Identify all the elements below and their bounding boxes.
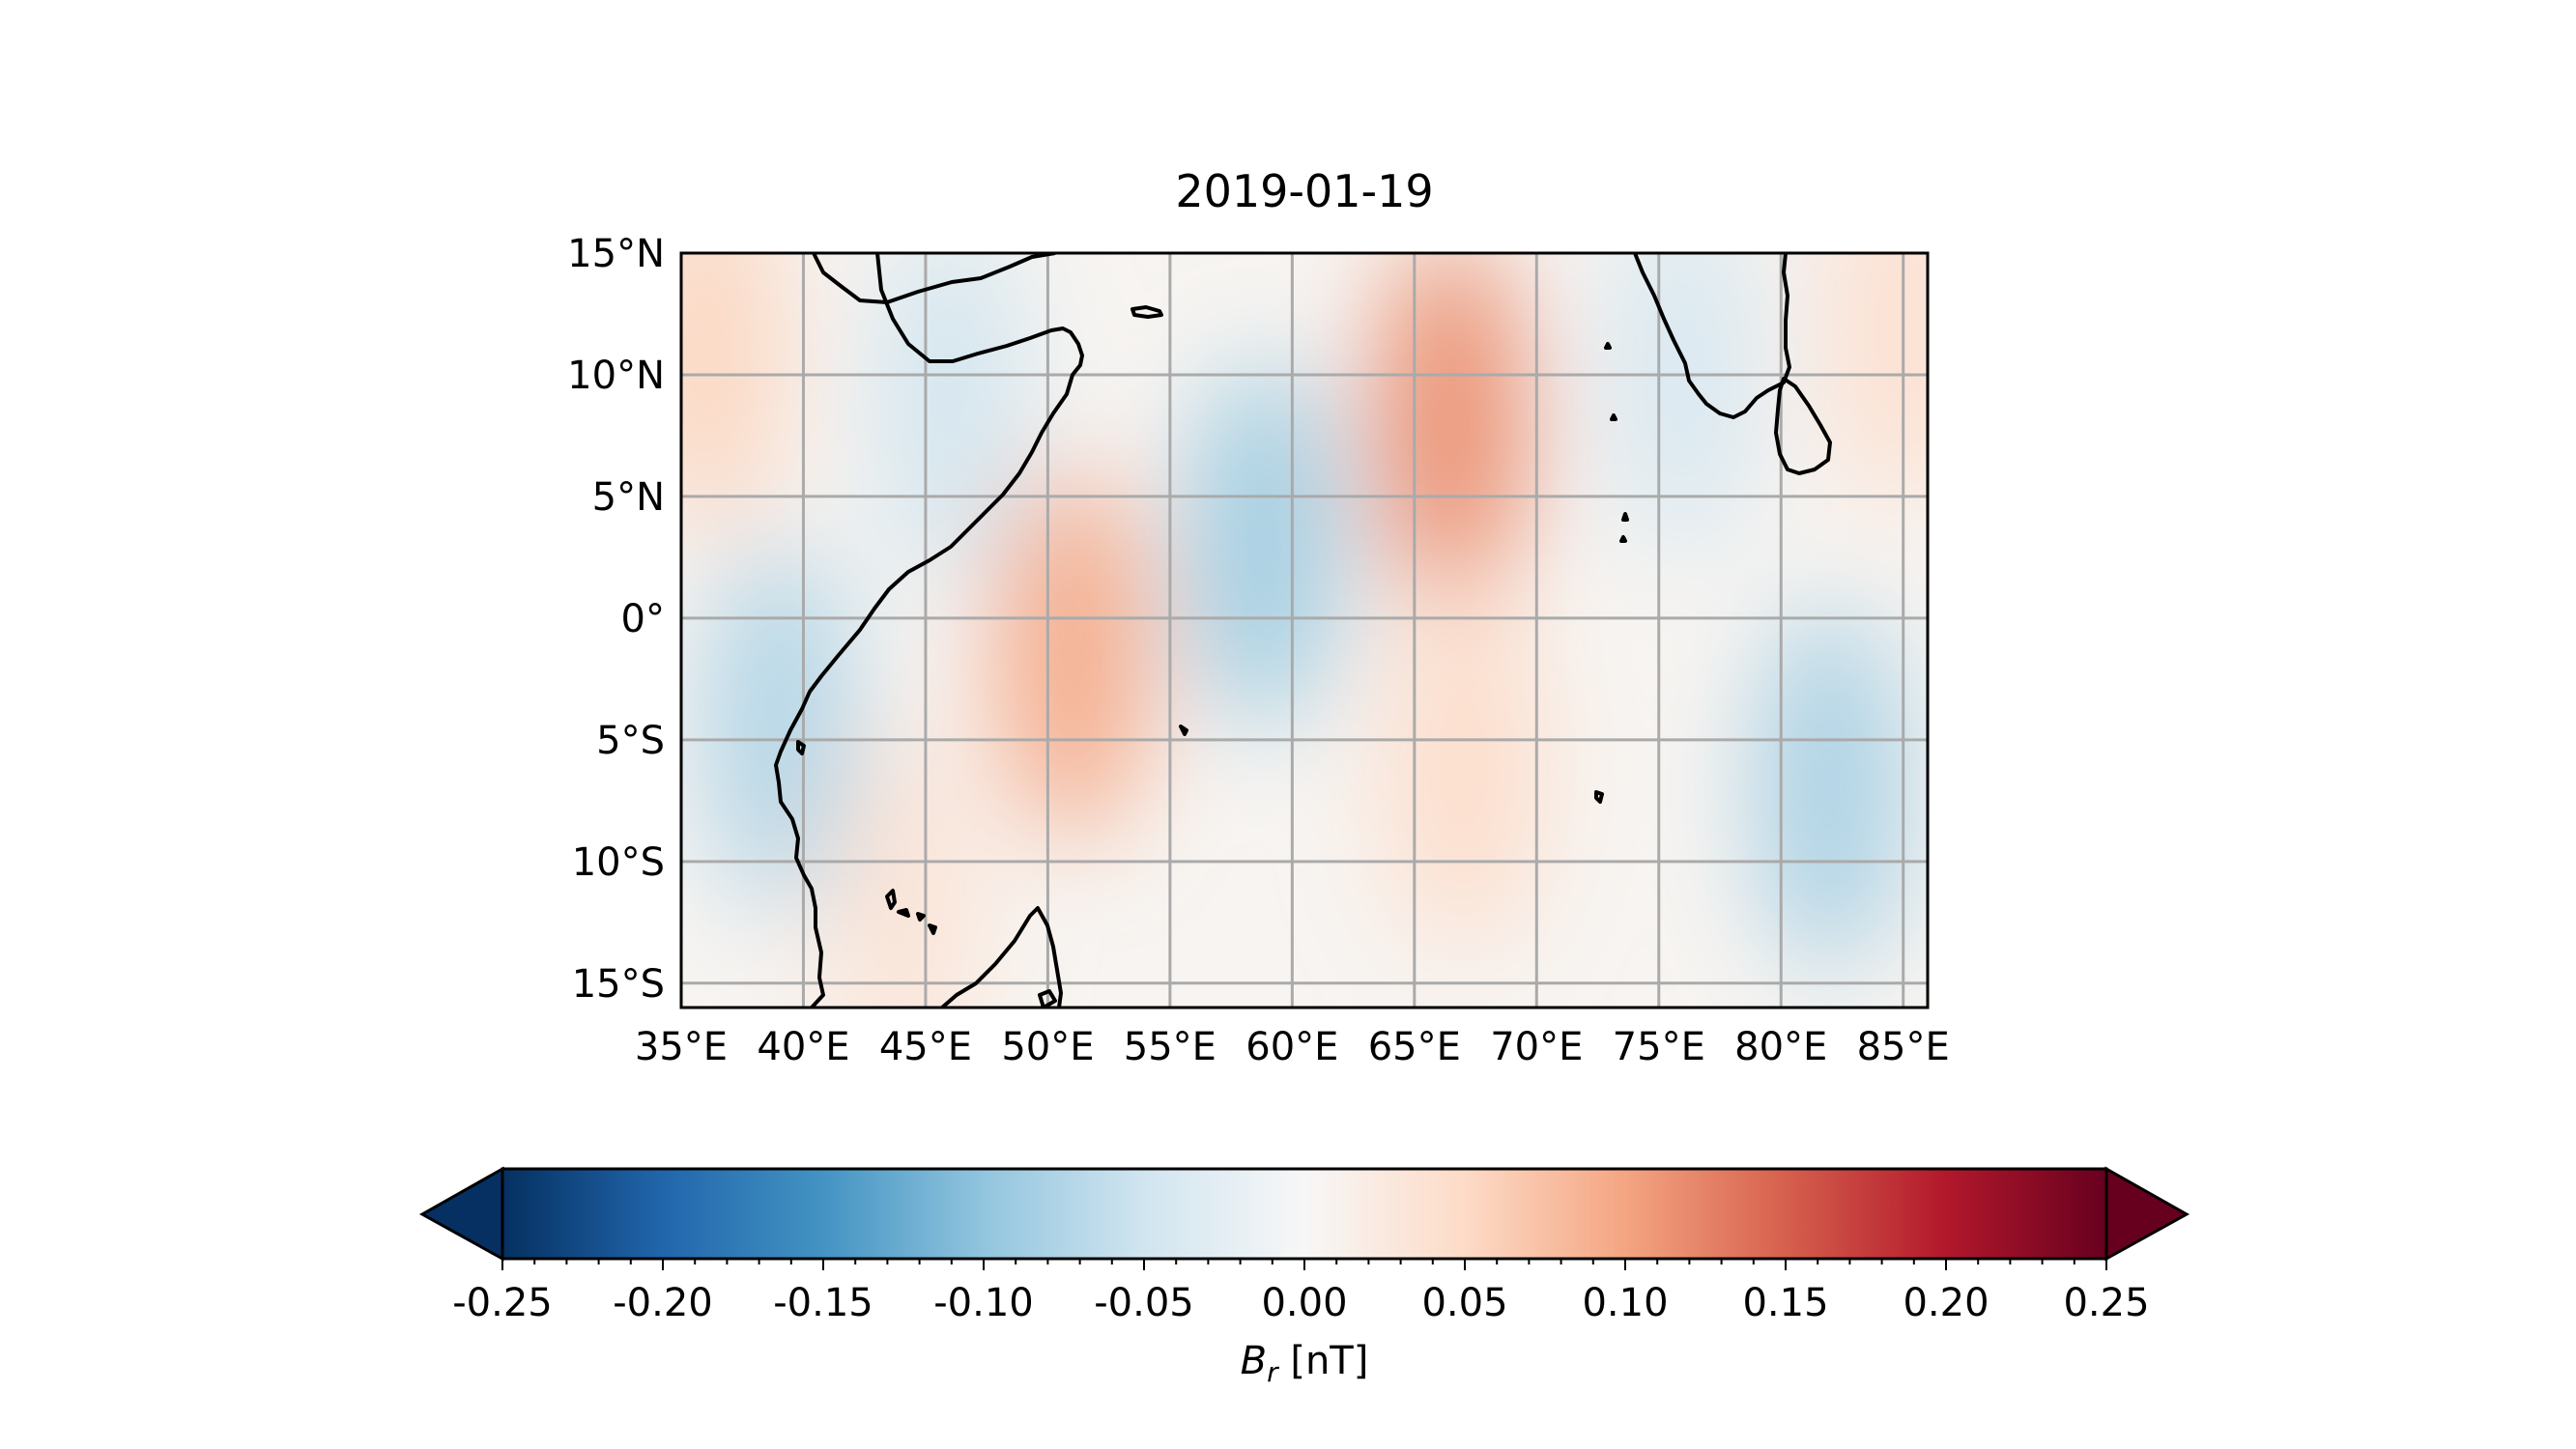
island-socotra [1131,305,1163,319]
field-anomaly [1608,253,1760,558]
lon-tick-label: 75°E [1613,1025,1705,1069]
island-comoros-4 [928,923,937,935]
gridlines [681,253,1928,1008]
lon-tick-label: 70°E [1490,1025,1583,1069]
island-comoros-3 [916,912,926,922]
colorbar-ticks: -0.25 -0.20 -0.15 -0.10 -0.05 0.00 0.05 0.10 0.1… [452,1259,2150,1325]
colorbar-tick-label: 0.15 [1742,1281,1828,1325]
colorbar-gradient [501,1167,2108,1261]
island-comoros-1 [885,889,897,910]
field-anomaly [1188,361,1338,729]
lat-tick-label: 15°N [567,232,665,276]
colorbar-tick-label: -0.05 [1094,1281,1194,1325]
island-comoros-2 [897,908,910,918]
lon-tick-label: 35°E [635,1025,728,1069]
colorbar-tick-label: -0.10 [933,1281,1034,1325]
lon-tick-label: 80°E [1734,1025,1827,1069]
lat-tick-label: 5°S [596,719,665,763]
island-chagos [1594,790,1604,804]
colorbar-tick-label: -0.20 [613,1281,713,1325]
island-maldives-2 [1610,413,1617,421]
island-maldives-4 [1619,535,1627,543]
lon-tick-label: 60°E [1245,1025,1338,1069]
colorbar-tick-label: 0.10 [1582,1281,1668,1325]
colorbar-label-symbol: B [1241,1339,1267,1383]
lat-tick-label: 0° [621,597,665,641]
island-seychelles [1179,724,1188,736]
colorbar-tick-label: 0.00 [1261,1281,1347,1325]
colorbar-label: Br [nT] [1241,1339,1369,1388]
colorbar-label-unit: [nT] [1278,1339,1369,1383]
colorbar-tick-label: 0.05 [1421,1281,1507,1325]
colorbar-tick-label: 0.25 [2063,1281,2149,1325]
field-anomaly [681,253,782,534]
colorbar-extend-high [2104,1166,2190,1262]
coastline-india [1633,253,1791,419]
colorbar-tick-label: -0.15 [773,1281,873,1325]
island-maldives-1 [1604,342,1612,350]
coastline-sri-lanka [1774,377,1832,475]
island-maldives-3 [1621,512,1629,522]
lat-tick-label: 10°S [572,840,665,885]
coastline-somalia-gulf-of-aden [774,253,1084,1008]
coastline-arabia-yemen [812,253,1056,304]
lon-tick-label: 40°E [757,1025,849,1069]
field-anomaly [874,253,1026,583]
island-zanzibar [796,740,806,755]
lat-tick-label: 15°S [572,962,665,1007]
map-panel [679,251,1930,1009]
coastline-madagascar [940,906,1063,1008]
colorbar-label-subscript: r [1267,1356,1279,1388]
lon-tick-label: 85°E [1857,1025,1950,1069]
map-frame [679,251,1930,1009]
longitude-tick-labels: 35°E 40°E 45°E 50°E 55°E 60°E 65°E 70°E 75°E 80°E… [635,1025,1950,1069]
br-field [681,253,1928,1008]
lon-tick-label: 65°E [1368,1025,1461,1069]
lat-tick-label: 5°N [592,475,665,520]
lon-tick-label: 55°E [1124,1025,1216,1069]
latitude-tick-labels: 15°N 10°N 5°N 0° 5°S 10°S 15°S [567,232,665,1007]
lon-tick-label: 50°E [1001,1025,1094,1069]
map-title: 2019-01-19 [1175,165,1433,217]
field-anomaly [703,544,855,912]
coastlines [774,253,1832,1008]
lon-tick-label: 45°E [879,1025,972,1069]
colorbar: -0.25 -0.20 -0.15 -0.10 -0.05 0.00 0.05 0.10 0.1… [418,1166,2190,1388]
colorbar-extend-low [418,1166,504,1262]
field-anomaly [825,726,977,1008]
lat-tick-label: 10°N [567,354,665,398]
colorbar-tick-label: 0.20 [1903,1281,1989,1325]
field-anomaly [1388,581,1539,949]
field-anomaly [1375,253,1527,608]
island-madagascar-sw [1038,989,1057,1008]
colorbar-tick-label: -0.25 [452,1281,553,1325]
field-anomaly [996,470,1148,838]
field-anomaly [1754,605,1905,973]
